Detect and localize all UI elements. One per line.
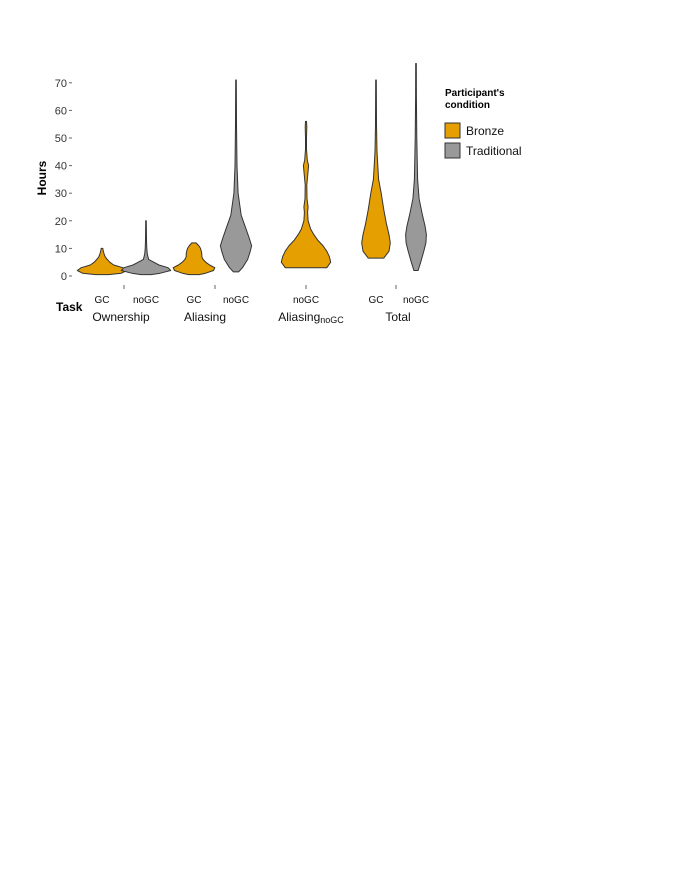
y-tick-label: 70 <box>55 78 67 90</box>
legend: Participant's condition Bronze Tradition… <box>444 88 522 159</box>
x-axis-title: Task <box>56 300 83 314</box>
legend-label-bronze: Bronze <box>466 124 504 138</box>
legend-swatch-bronze <box>444 122 461 139</box>
y-axis: 0 10 20 30 40 50 60 70 <box>55 78 72 283</box>
y-tick-label: 60 <box>55 105 67 117</box>
y-tick-label: 50 <box>55 133 67 145</box>
y-tick-label: 10 <box>55 243 67 255</box>
x-task-label: Aliasing <box>184 310 226 324</box>
violin-traditional <box>405 63 427 271</box>
legend-label-traditional: Traditional <box>466 144 522 158</box>
x-condition-label: GC <box>187 295 202 306</box>
violin-bronze <box>172 242 216 276</box>
violin-bronze <box>361 79 391 259</box>
x-task-label: AliasingnoGC <box>278 310 344 325</box>
legend-title-line1: Participant's <box>445 88 505 99</box>
violin-bronze <box>76 247 128 276</box>
legend-swatch-traditional <box>444 142 461 159</box>
y-axis-title: Hours <box>35 160 49 195</box>
x-condition-label: noGC <box>223 295 249 306</box>
x-condition-label: noGC <box>293 295 319 306</box>
legend-title-line2: condition <box>445 100 490 111</box>
x-axis: GC noGC GC noGC noGC GC noGC Ownership Aliasing A… <box>92 285 429 325</box>
x-condition-label: noGC <box>133 295 159 306</box>
y-tick-label: 0 <box>61 271 67 283</box>
y-tick-label: 40 <box>55 161 67 173</box>
violins <box>76 63 427 276</box>
violin-traditional <box>120 220 172 276</box>
violin-bronze <box>280 120 332 269</box>
x-condition-label: GC <box>95 295 110 306</box>
x-task-label: Total <box>385 310 410 324</box>
y-tick-label: 30 <box>55 188 67 200</box>
x-condition-label: GC <box>369 295 384 306</box>
violin-traditional <box>219 79 253 273</box>
x-condition-label: noGC <box>403 295 429 306</box>
x-task-label: Ownership <box>92 310 150 324</box>
y-tick-label: 20 <box>55 216 67 228</box>
